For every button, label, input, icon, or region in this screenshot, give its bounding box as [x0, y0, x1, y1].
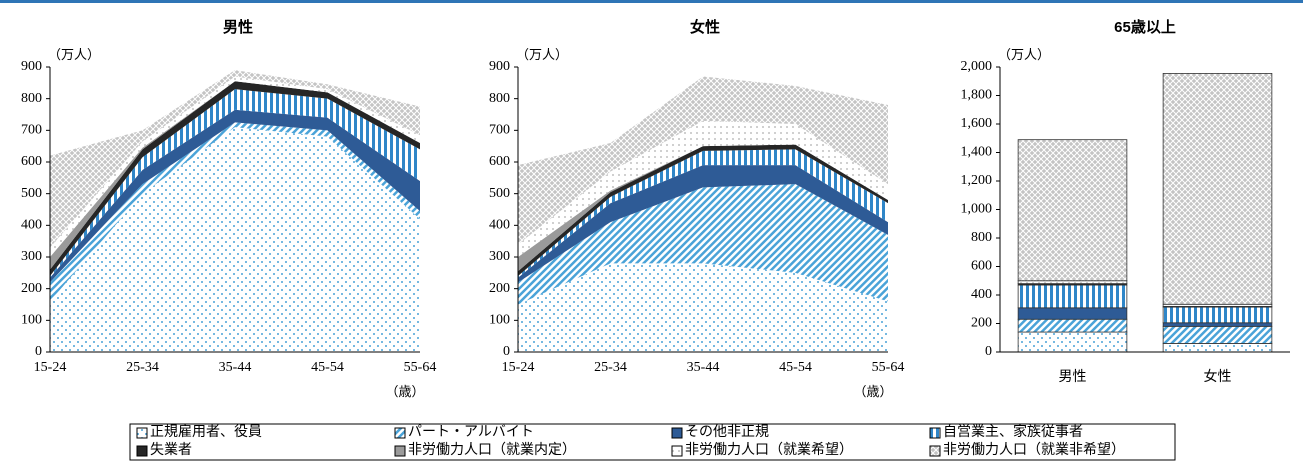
- y-tick-label: 0: [985, 344, 992, 359]
- y-unit: （万人）: [998, 47, 1050, 62]
- area: [50, 127, 420, 353]
- y-tick-label: 400: [21, 218, 42, 233]
- y-tick-label: 1,800: [961, 88, 993, 103]
- y-tick-label: 300: [489, 249, 510, 264]
- area: [518, 263, 888, 352]
- y-tick-label: 200: [489, 281, 510, 296]
- y-tick-label: 800: [21, 91, 42, 106]
- y-tick-label: 100: [21, 313, 42, 328]
- y-tick-label: 200: [21, 281, 42, 296]
- y-tick-label: 400: [971, 287, 992, 302]
- bar-segment: [1162, 73, 1273, 305]
- y-tick-label: 900: [489, 59, 510, 74]
- legend-label: 失業者: [150, 442, 192, 458]
- area: [50, 109, 420, 283]
- bar-segment: [1017, 139, 1128, 282]
- chart-title: 女性: [690, 18, 720, 36]
- x-tick-label: 男性: [1059, 369, 1087, 385]
- x-unit: （歳）: [853, 384, 892, 399]
- legend-label: 非労働力人口（就業内定）: [408, 442, 576, 458]
- area: [518, 165, 888, 283]
- y-unit: （万人）: [516, 47, 568, 62]
- chart-title: 男性: [223, 18, 253, 36]
- legend-label: パート・アルバイト: [408, 424, 534, 440]
- area: [518, 76, 888, 245]
- x-tick-label: 55-64: [404, 360, 437, 375]
- area: [50, 70, 420, 248]
- x-tick-label: 25-34: [594, 360, 627, 375]
- legend-swatch: [394, 427, 406, 439]
- legend-label: 正規雇用者、役員: [150, 423, 262, 440]
- top-rule: [0, 0, 1303, 3]
- x-tick-label: 45-54: [311, 360, 344, 375]
- x-tick-label: 女性: [1204, 368, 1232, 385]
- bar-segment: [1017, 284, 1128, 309]
- legend-swatch: [929, 445, 941, 457]
- legend-swatch: [394, 445, 406, 457]
- x-tick-label: 25-34: [126, 360, 159, 375]
- y-tick-label: 0: [503, 344, 510, 359]
- legend-label: 非労働力人口（就業希望）: [685, 442, 853, 458]
- legend-swatch: [136, 427, 148, 439]
- bar-segment: [1162, 306, 1273, 324]
- y-tick-label: 800: [971, 230, 992, 245]
- y-unit: （万人）: [48, 47, 100, 62]
- area: [518, 120, 888, 257]
- x-tick-label: 15-24: [502, 360, 535, 375]
- area: [50, 81, 420, 276]
- area: [518, 144, 888, 276]
- y-tick-label: 100: [489, 313, 510, 328]
- y-tick-label: 800: [489, 91, 510, 106]
- legend-label: その他非正規: [685, 424, 769, 440]
- y-tick-label: 200: [971, 316, 992, 331]
- y-tick-label: 600: [489, 154, 510, 169]
- chart-title: 65歳以上: [1114, 18, 1176, 36]
- legend-swatch: [671, 427, 683, 439]
- legend-label: 非労働力人口（就業非希望）: [943, 442, 1125, 458]
- x-unit: （歳）: [385, 384, 424, 399]
- y-tick-label: 600: [971, 259, 992, 274]
- area: [50, 89, 420, 278]
- bar-segment: [1017, 331, 1128, 353]
- y-tick-label: 1,400: [961, 145, 993, 160]
- y-tick-label: 400: [489, 218, 510, 233]
- bar-segment: [1162, 343, 1273, 353]
- bar-segment: [1017, 280, 1128, 284]
- x-tick-label: 35-44: [219, 360, 252, 375]
- legend-swatch: [929, 427, 941, 439]
- x-tick-label: 45-54: [779, 360, 812, 375]
- y-tick-label: 1,600: [961, 116, 993, 131]
- x-tick-label: 15-24: [34, 360, 67, 375]
- x-tick-label: 55-64: [872, 360, 905, 375]
- y-tick-label: 700: [21, 123, 42, 138]
- bar-segment: [1017, 318, 1128, 333]
- legend-box: [129, 423, 1176, 461]
- y-tick-label: 900: [21, 59, 42, 74]
- area: [518, 144, 888, 272]
- legend-label: 自営業主、家族従事者: [943, 423, 1083, 440]
- bar-segment: [1162, 322, 1273, 327]
- bar-segment: [1017, 307, 1128, 320]
- legend-swatch: [136, 445, 148, 457]
- bar-segment: [1162, 325, 1273, 344]
- y-tick-label: 0: [35, 344, 42, 359]
- area: [518, 149, 888, 278]
- y-tick-label: 500: [489, 186, 510, 201]
- y-tick-label: 1,200: [961, 173, 993, 188]
- x-tick-label: 35-44: [687, 360, 720, 375]
- y-tick-label: 700: [489, 123, 510, 138]
- y-tick-label: 500: [21, 186, 42, 201]
- y-tick-label: 1,000: [961, 202, 993, 217]
- y-tick-label: 600: [21, 154, 42, 169]
- area: [518, 184, 888, 305]
- area: [50, 76, 420, 257]
- area: [50, 122, 420, 302]
- legend-swatch: [671, 445, 683, 457]
- y-tick-label: 300: [21, 249, 42, 264]
- y-tick-label: 2,000: [961, 59, 993, 74]
